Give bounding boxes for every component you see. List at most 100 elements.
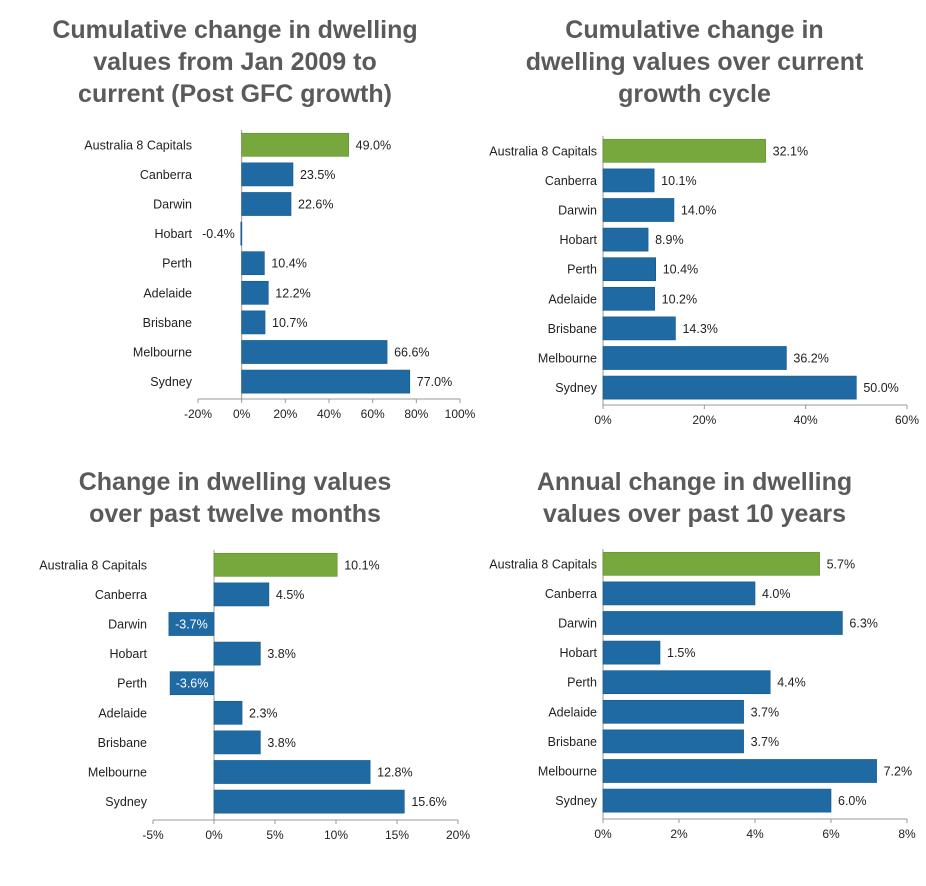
bar <box>240 221 243 246</box>
y-category-label: Adelaide <box>548 292 597 306</box>
bar <box>602 611 843 635</box>
x-tick-label: 20% <box>446 828 470 842</box>
y-category-label: Melbourne <box>538 352 597 366</box>
data-label: 12.8% <box>377 766 412 780</box>
y-category-label: Canberra <box>545 174 597 188</box>
data-label: 10.7% <box>272 316 307 330</box>
data-label: 32.1% <box>773 144 808 158</box>
y-category-label: Australia 8 Capitals <box>489 557 597 571</box>
bar <box>213 760 371 784</box>
chart-title-line: Annual change in dwelling <box>536 468 853 496</box>
chart-title-line: values from Jan 2009 to <box>93 48 377 76</box>
y-category-label: Brisbane <box>98 736 147 750</box>
chart-title: Cumulative change in dwelling values ove… <box>463 14 926 110</box>
data-label: 10.2% <box>662 292 697 306</box>
bar <box>602 551 820 576</box>
chart-title-line: current (Post GFC growth) <box>78 80 392 108</box>
data-label: 14.3% <box>682 322 717 336</box>
bar <box>602 699 744 724</box>
bar <box>241 280 269 305</box>
chart-title-line: Cumulative change in <box>565 16 824 44</box>
data-label: 36.2% <box>793 352 828 366</box>
y-category-label: Australia 8 Capitals <box>39 558 147 572</box>
data-label: 4.5% <box>276 588 305 602</box>
x-tick-label: 40% <box>317 407 341 421</box>
y-category-label: Perth <box>567 263 597 277</box>
x-tick-label: 4% <box>746 827 764 841</box>
bar <box>602 346 787 370</box>
y-category-label: Perth <box>117 677 147 691</box>
bar <box>602 788 832 813</box>
chart-title-line: values over past 10 years <box>543 500 846 528</box>
data-label: 7.2% <box>884 765 913 779</box>
data-label: 1.5% <box>667 646 696 660</box>
data-label: 4.0% <box>762 587 791 601</box>
data-label: 22.6% <box>298 198 333 212</box>
data-label: -3.7% <box>175 618 208 632</box>
bar <box>213 730 261 755</box>
x-tick-label: -5% <box>142 828 164 842</box>
bar-chart: 0% 2% 4% 6% 8% Australia 8 Capitals 5.7% Canber… <box>489 549 916 841</box>
chart-title-line: Cumulative change in dwelling <box>52 16 418 44</box>
chart-title-line: dwelling values over current <box>525 48 864 76</box>
data-label: 15.6% <box>411 795 446 809</box>
chart-panel-growth-cycle: Cumulative change in dwelling values ove… <box>463 0 926 440</box>
chart-title-line: growth cycle <box>618 80 771 108</box>
x-tick-label: 15% <box>385 828 409 842</box>
data-label: 50.0% <box>863 381 898 395</box>
data-label: 12.2% <box>275 286 310 300</box>
data-label: 10.4% <box>271 257 306 271</box>
data-label: 3.8% <box>267 736 296 750</box>
chart-panel-post-gfc: Cumulative change in dwelling values fro… <box>0 0 475 440</box>
y-category-label: Melbourne <box>538 765 597 779</box>
data-label: 3.7% <box>751 705 780 719</box>
y-category-label: Brisbane <box>548 322 597 336</box>
y-category-label: Hobart <box>109 647 147 661</box>
bar <box>602 729 744 754</box>
bar <box>241 132 349 157</box>
x-tick-label: 60% <box>361 407 385 421</box>
x-tick-label: -20% <box>184 407 212 421</box>
y-category-label: Melbourne <box>88 766 147 780</box>
x-tick-label: 40% <box>794 413 818 427</box>
bar <box>168 612 215 636</box>
data-label: 10.4% <box>663 263 698 277</box>
data-label: 14.0% <box>681 204 716 218</box>
y-category-label: Darwin <box>153 198 192 212</box>
bar <box>602 759 877 783</box>
bar <box>602 198 675 222</box>
y-category-label: Sydney <box>555 794 597 808</box>
bar-chart: -5% 0% 5% 10% 15% 20% Australia 8 Capitals 10.1… <box>39 550 470 842</box>
x-tick-label: 6% <box>822 827 840 841</box>
y-category-label: Canberra <box>545 587 597 601</box>
data-label: 66.6% <box>394 346 429 360</box>
y-category-label: Sydney <box>555 381 597 395</box>
chart-title: Change in dwelling values over past twel… <box>0 466 470 530</box>
bar <box>602 640 661 665</box>
data-label: 2.3% <box>249 706 278 720</box>
bar-chart: 0% 20% 40% 60% Australia 8 Capitals 32.1% Canb… <box>489 136 919 427</box>
y-category-label: Canberra <box>140 168 192 182</box>
data-label: 5.7% <box>827 557 856 571</box>
data-label: 49.0% <box>356 138 391 152</box>
bar <box>213 700 243 725</box>
y-category-label: Australia 8 Capitals <box>84 138 192 152</box>
data-label: 23.5% <box>300 168 335 182</box>
y-category-label: Perth <box>162 257 192 271</box>
bar <box>602 375 857 400</box>
data-label: 4.4% <box>777 676 806 690</box>
bar <box>602 138 766 163</box>
x-tick-label: 80% <box>404 407 428 421</box>
x-tick-label: 2% <box>670 827 688 841</box>
bar <box>241 369 411 394</box>
x-tick-label: 60% <box>895 413 919 427</box>
data-label: 3.8% <box>267 647 296 661</box>
data-label: 77.0% <box>417 375 452 389</box>
y-category-label: Australia 8 Capitals <box>489 144 597 158</box>
chart-panel-ten-years: Annual change in dwelling values over pa… <box>463 450 926 886</box>
bar <box>241 192 292 216</box>
bar <box>213 582 270 607</box>
x-tick-label: 0% <box>233 407 251 421</box>
bar <box>602 257 656 282</box>
x-tick-label: 20% <box>273 407 297 421</box>
